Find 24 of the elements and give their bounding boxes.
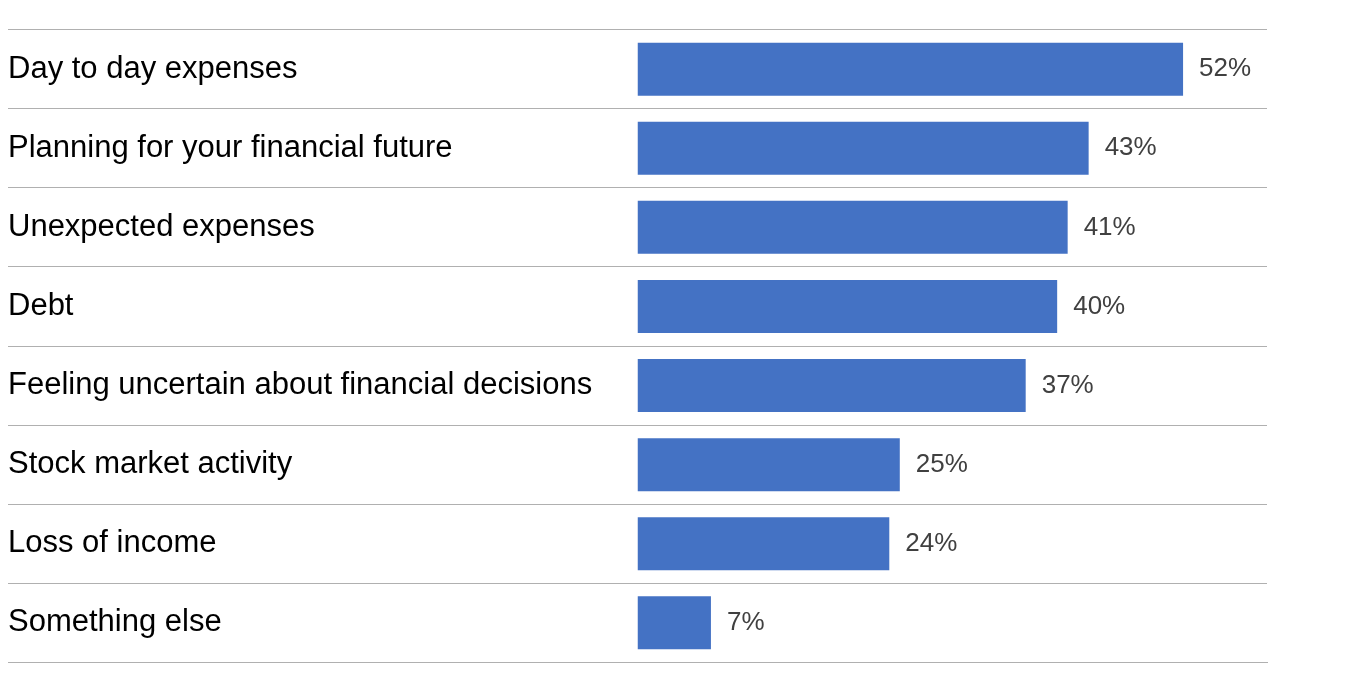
- bar: [637, 279, 1058, 333]
- data-label: 40%: [1073, 289, 1126, 320]
- data-label: 52%: [1199, 52, 1252, 83]
- bar: [637, 517, 890, 571]
- y-tick-label: Something else: [8, 603, 222, 639]
- y-tick-label: Feeling uncertain about financial decisions: [8, 366, 593, 402]
- bar: [637, 359, 1026, 413]
- y-tick-label: Day to day expenses: [8, 49, 298, 85]
- data-label: 25%: [915, 447, 968, 478]
- data-label: 24%: [905, 526, 958, 557]
- y-tick-label: Loss of income: [8, 524, 217, 560]
- bar: [637, 438, 900, 492]
- bar: [637, 200, 1068, 254]
- data-label: 7%: [726, 606, 765, 637]
- y-tick-label: Debt: [8, 287, 74, 322]
- bar: [637, 121, 1089, 175]
- bar: [637, 42, 1184, 96]
- data-label: 37%: [1041, 368, 1094, 399]
- y-tick-label: Stock market activity: [8, 445, 293, 481]
- bar: [637, 596, 711, 650]
- data-label: 41%: [1083, 210, 1136, 241]
- y-tick-label: Unexpected expenses: [8, 207, 315, 243]
- y-tick-label: Planning for your financial future: [8, 128, 453, 164]
- data-label: 43%: [1104, 131, 1157, 162]
